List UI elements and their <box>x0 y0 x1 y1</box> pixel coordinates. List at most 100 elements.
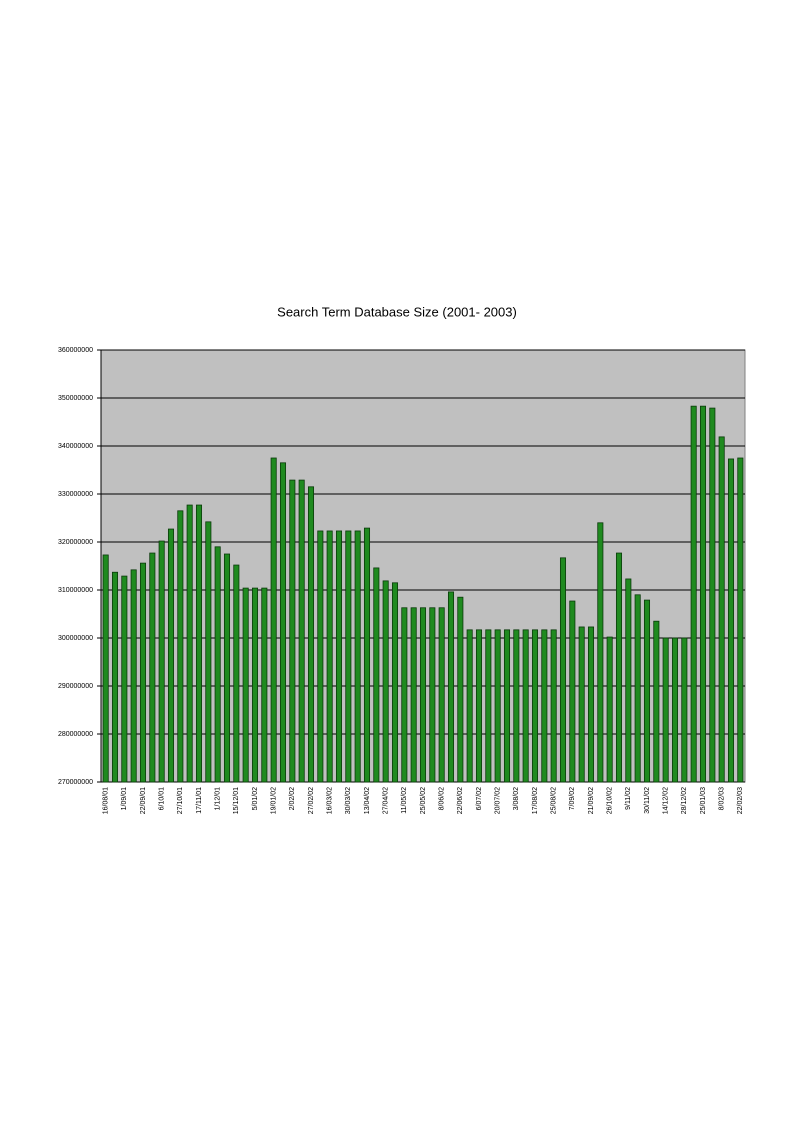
x-tick-label: 25/05/02 <box>420 787 427 814</box>
x-tick-label: 2/02/02 <box>289 787 296 810</box>
bar <box>578 626 585 783</box>
bar <box>597 522 604 783</box>
y-tick-label: 290000000 <box>58 683 93 690</box>
x-tick-label: 7/09/02 <box>569 787 576 810</box>
bar <box>419 607 427 783</box>
bar <box>681 637 688 783</box>
x-tick-label: 28/12/02 <box>681 787 688 814</box>
bar <box>102 554 109 783</box>
bar <box>167 528 175 783</box>
bar <box>475 629 483 783</box>
x-tick-label: 3/08/02 <box>513 787 520 810</box>
bar <box>550 629 557 783</box>
x-tick-label: 25/01/03 <box>700 787 707 814</box>
bar <box>531 629 539 783</box>
bar <box>615 552 623 783</box>
x-tick-label: 25/08/02 <box>551 787 558 814</box>
x-tick-label: 14/12/02 <box>663 787 670 814</box>
bar <box>139 562 147 783</box>
x-tick-label: 9/11/02 <box>625 787 632 810</box>
bar <box>410 607 417 783</box>
y-tick-label: 300000000 <box>58 635 93 642</box>
bar <box>251 587 259 783</box>
bar <box>634 594 641 783</box>
y-tick-label: 330000000 <box>58 491 93 498</box>
bar <box>121 575 128 783</box>
bar <box>214 546 221 783</box>
bar <box>373 567 380 783</box>
bar <box>223 553 231 783</box>
bar <box>307 486 315 783</box>
bar <box>429 607 436 783</box>
bar <box>317 530 324 783</box>
x-tick-label: 15/12/01 <box>233 787 240 814</box>
x-tick-label: 16/03/02 <box>327 787 334 814</box>
bar <box>569 600 576 783</box>
y-tick-label: 320000000 <box>58 539 93 546</box>
bar <box>158 540 165 783</box>
bar <box>643 599 651 783</box>
bar <box>466 629 473 783</box>
x-tick-label: 5/01/02 <box>252 787 259 810</box>
bar <box>345 530 352 783</box>
bar <box>587 626 595 783</box>
bar <box>522 629 529 783</box>
bar <box>111 571 119 783</box>
bar <box>513 629 520 783</box>
bar <box>606 636 613 783</box>
bar <box>130 569 137 783</box>
bar <box>298 479 305 783</box>
x-tick-label: 1/12/01 <box>215 787 222 810</box>
bar <box>186 504 193 783</box>
bar <box>485 629 492 783</box>
y-tick-label: 310000000 <box>58 587 93 594</box>
bar <box>363 527 371 783</box>
bar <box>195 504 203 783</box>
bar <box>690 405 697 783</box>
bar <box>401 607 408 783</box>
chart-title: Search Term Database Size (2001- 2003) <box>277 304 517 319</box>
bar <box>335 530 343 783</box>
x-tick-label: 22/02/03 <box>737 787 744 814</box>
bar <box>354 530 361 783</box>
bar <box>438 607 445 783</box>
x-tick-label: 17/08/02 <box>532 787 539 814</box>
bar <box>233 564 240 783</box>
x-tick-label: 13/04/02 <box>364 787 371 814</box>
x-tick-label: 1/09/01 <box>121 787 128 810</box>
y-tick-label: 280000000 <box>58 731 93 738</box>
x-tick-label: 6/10/01 <box>159 787 166 810</box>
y-tick-label: 350000000 <box>58 395 93 402</box>
bar <box>709 407 716 783</box>
bar <box>653 620 660 783</box>
x-tick-label: 27/10/01 <box>177 787 184 814</box>
bar <box>625 578 632 783</box>
bar <box>261 587 268 783</box>
bar <box>279 462 287 783</box>
x-tick-label: 26/10/02 <box>607 787 614 814</box>
bar <box>242 587 249 783</box>
bar <box>177 510 184 783</box>
bar <box>494 629 501 783</box>
x-tick-label: 22/09/01 <box>140 787 147 814</box>
bar <box>270 457 277 783</box>
x-tick-label: 17/11/01 <box>196 787 203 814</box>
bar <box>541 629 548 783</box>
bar <box>699 405 707 783</box>
x-tick-label: 22/06/02 <box>457 787 464 814</box>
bar <box>205 521 212 783</box>
x-tick-label: 16/08/01 <box>103 787 110 814</box>
bar <box>326 530 333 783</box>
bar <box>718 436 725 783</box>
y-tick-label: 340000000 <box>58 443 93 450</box>
bar <box>559 557 567 783</box>
x-tick-label: 6/07/02 <box>476 787 483 810</box>
x-tick-label: 20/07/02 <box>495 787 502 814</box>
y-tick-label: 360000000 <box>58 347 93 354</box>
x-tick-label: 30/11/02 <box>644 787 651 814</box>
x-tick-label: 19/01/02 <box>271 787 278 814</box>
bar <box>671 637 679 783</box>
x-tick-label: 21/09/02 <box>588 787 595 814</box>
